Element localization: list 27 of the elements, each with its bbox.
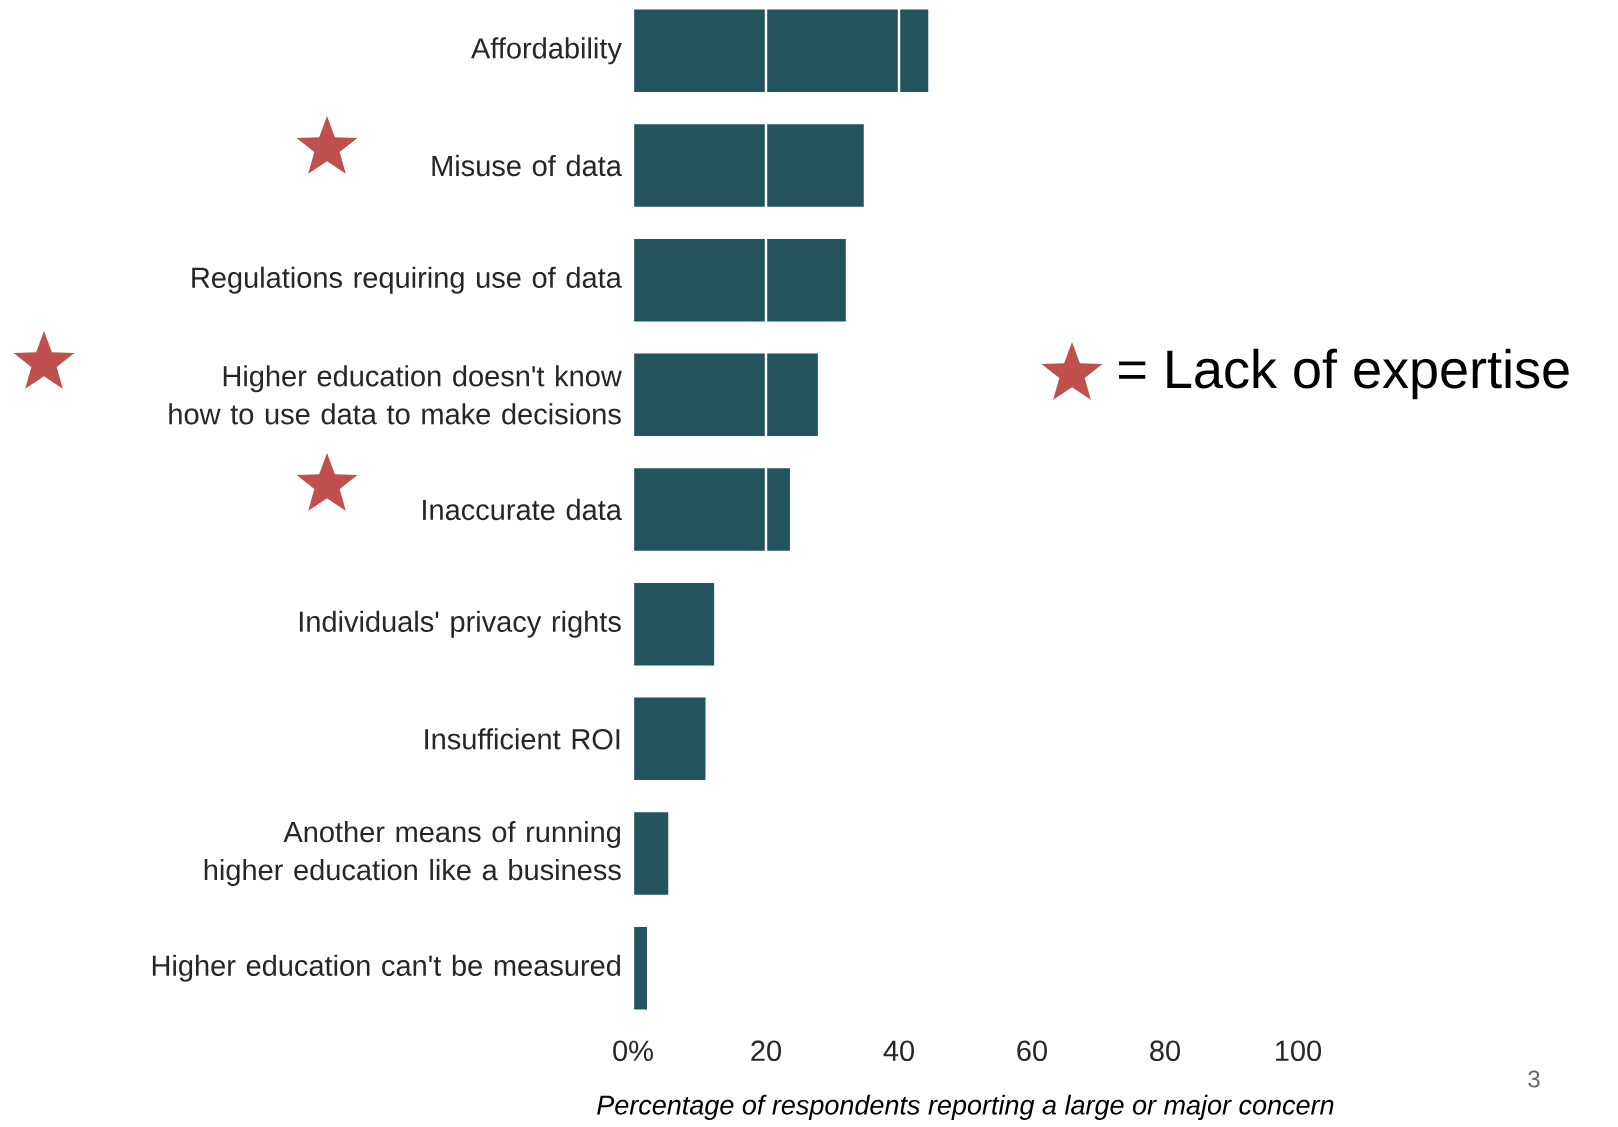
text: 3	[1528, 1070, 1540, 1088]
x-tick-label: 40	[883, 1040, 914, 1062]
bar	[633, 697, 706, 781]
x-tick-label: 100	[1276, 1040, 1322, 1062]
bar	[633, 238, 846, 322]
bar	[633, 582, 715, 666]
y-tick-label: Individuals' privacy rights	[299, 610, 621, 638]
x-axis-title: Percentage of respondents reporting a large or major concern	[597, 1094, 1334, 1121]
y-tick-label: Affordability	[471, 37, 622, 65]
y-tick-label: Higher education doesn't know how to use data to make decisions	[169, 365, 622, 425]
annotation: = Lack of expertise	[1119, 348, 1569, 400]
x-tick-label: 60	[1017, 1040, 1047, 1062]
bar	[633, 353, 818, 437]
bar	[633, 926, 647, 1010]
y-tick-label: Regulations requiring use of data	[192, 266, 622, 294]
bar	[633, 812, 669, 895]
bar	[633, 9, 929, 93]
y-tick-label: Misuse of data	[432, 154, 622, 177]
y-tick-label: Another means of running higher education like a business	[204, 820, 621, 887]
bar	[633, 468, 790, 551]
y-tick-label: Inaccurate data	[423, 498, 622, 521]
bar	[633, 124, 864, 207]
x-tick-label: 20	[751, 1040, 781, 1062]
y-tick-label: Insufficient ROI	[425, 728, 620, 750]
x-tick-label: 0%	[613, 1040, 653, 1062]
x-tick-label: 80	[1150, 1040, 1180, 1062]
y-tick-label: Higher education can't be measured	[152, 954, 620, 982]
